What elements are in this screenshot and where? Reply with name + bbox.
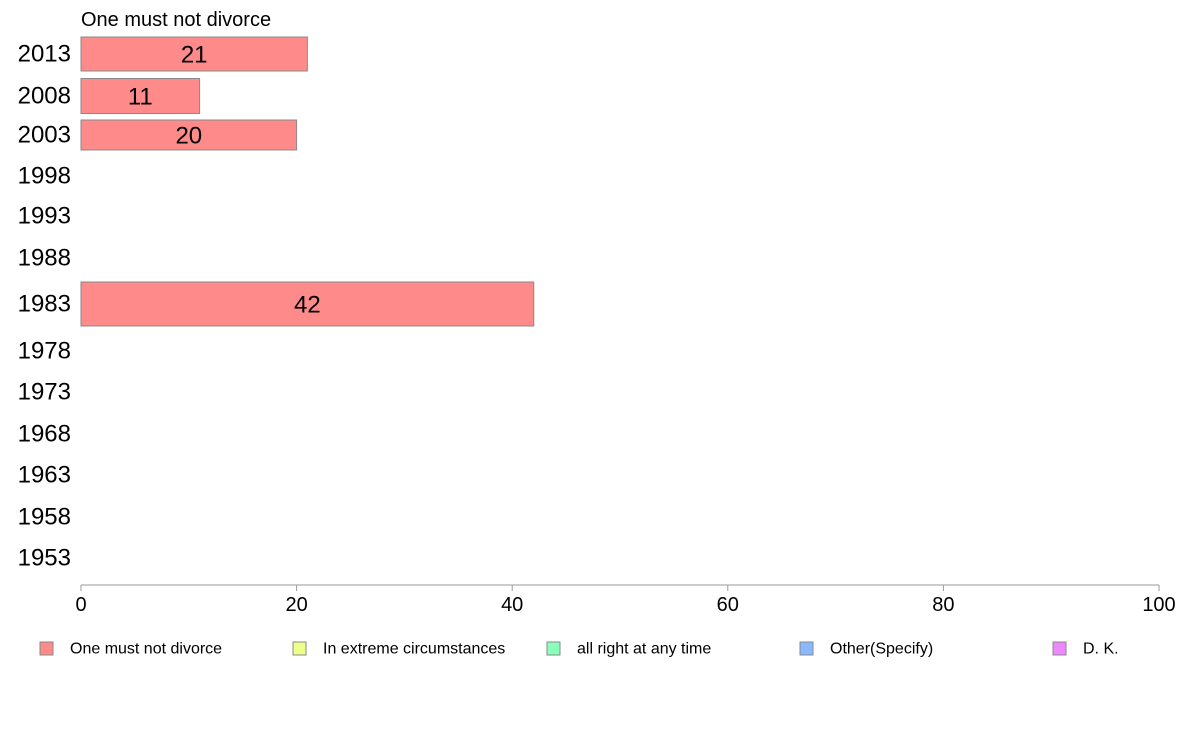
x-tick-label: 100 bbox=[1142, 594, 1175, 616]
x-tick-label: 0 bbox=[75, 594, 86, 616]
bar-value-label: 42 bbox=[294, 292, 321, 319]
bar bbox=[80, 281, 535, 327]
x-tick-label: 40 bbox=[501, 594, 523, 616]
legend-label: D. K. bbox=[1083, 641, 1119, 658]
legend-swatch bbox=[292, 641, 307, 656]
x-axis: 0 20 40 60 80 100 bbox=[75, 584, 1176, 616]
legend-swatch bbox=[799, 641, 814, 656]
x-tick-label: 80 bbox=[932, 594, 954, 616]
year-label: 2008 bbox=[18, 83, 71, 110]
legend-label: One must not divorce bbox=[70, 641, 222, 658]
year-label: 1953 bbox=[18, 545, 71, 572]
year-label: 2003 bbox=[18, 122, 71, 149]
legend-swatch bbox=[546, 641, 561, 656]
series-title: One must not divorce bbox=[81, 9, 271, 31]
year-label: 1973 bbox=[18, 379, 71, 406]
bar-value-label: 11 bbox=[128, 84, 153, 111]
legend-label: all right at any time bbox=[577, 641, 711, 658]
legend: One must not divorce In extreme circumsta… bbox=[39, 641, 1119, 658]
bar-value-label: 21 bbox=[181, 42, 208, 69]
bar bbox=[80, 78, 201, 114]
year-label: 1968 bbox=[18, 421, 71, 448]
year-label: 1983 bbox=[18, 291, 71, 318]
legend-label: Other(Specify) bbox=[830, 641, 933, 658]
x-tick-label: 60 bbox=[717, 594, 739, 616]
x-tick-label: 20 bbox=[285, 594, 307, 616]
legend-swatch bbox=[1052, 641, 1067, 656]
year-label: 2013 bbox=[18, 41, 71, 68]
bar bbox=[80, 36, 308, 72]
year-label: 1998 bbox=[18, 163, 71, 190]
chart-rows: 2013 21 2008 11 2003 20 1998 1993 1988 1983 42 1978… bbox=[18, 36, 535, 572]
year-label: 1988 bbox=[18, 245, 71, 272]
year-label: 1993 bbox=[18, 203, 71, 230]
year-label: 1978 bbox=[18, 338, 71, 365]
bar-value-label: 20 bbox=[175, 123, 202, 150]
year-label: 1958 bbox=[18, 504, 71, 531]
bar bbox=[80, 119, 298, 151]
legend-label: In extreme circumstances bbox=[323, 641, 505, 658]
legend-swatch bbox=[39, 641, 54, 656]
year-label: 1963 bbox=[18, 462, 71, 489]
